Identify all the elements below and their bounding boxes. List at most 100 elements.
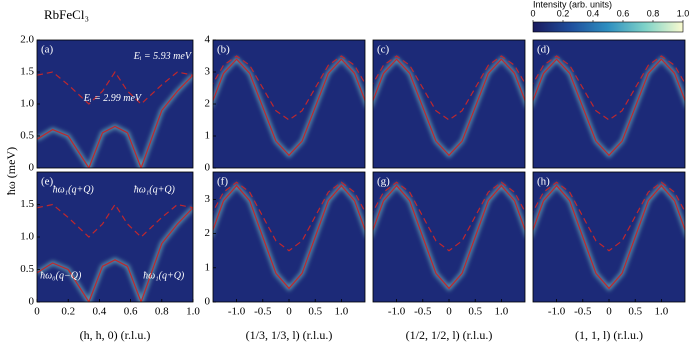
annotation: Eᵢ = 5.93 meV [133, 51, 193, 62]
y-tick-label: 0 [205, 296, 211, 308]
panel-label: (g) [377, 176, 390, 188]
panel: (a) 0 0.5 1.0 1.5 2.0 Eᵢ = 5.93 meV Eᵢ = 2.99 m… [20, 34, 194, 174]
panel: (f) 0 1 2 3 -1.0 -0.5 0 0.5 1.0(1/3, 1/3, l) (r.l… [205, 171, 366, 342]
dispersion-line [373, 58, 525, 157]
x-tick-label: 0.5 [308, 306, 322, 318]
dispersion-line [213, 184, 365, 290]
dispersion-dashed [213, 55, 365, 121]
y-tick-label: 1.0 [20, 231, 34, 243]
x-tick-label: 1.0 [335, 306, 349, 318]
dispersion-line [37, 74, 193, 168]
x-tick-label: -1.0 [548, 306, 566, 318]
dispersion-line [213, 58, 365, 157]
dispersion-line [373, 184, 525, 290]
panel: (d) [532, 39, 686, 169]
panel-label: (a) [41, 44, 54, 56]
annotation: Eᵢ = 2.99 meV [83, 93, 143, 104]
colorbar-label: Intensity (arb. units) [533, 0, 612, 9]
x-tick-label: -0.5 [574, 306, 592, 318]
plot-area [37, 70, 193, 168]
annotation: ħω₁(q+Q) [53, 184, 95, 195]
panel: (c) [372, 39, 526, 169]
x-axis-label: (1/2, 1/2, l) (r.l.u.) [406, 328, 493, 342]
colorbar-tick-label: 0.2 [557, 8, 570, 18]
dispersion-line [37, 207, 193, 302]
axes-frame [372, 39, 526, 169]
x-tick-label: 0 [34, 306, 40, 318]
colorbar-tick-label: 0.4 [587, 8, 600, 18]
y-tick-label: 3 [205, 66, 211, 78]
y-tick-label: 0 [29, 162, 35, 174]
dispersion-dashed [533, 55, 685, 121]
plot-area [533, 181, 685, 292]
colorbar [532, 21, 684, 33]
y-tick-label: 0.5 [20, 130, 34, 142]
y-tick-label: 0.5 [20, 263, 34, 275]
dispersion-dashed [373, 181, 525, 252]
y-tick-label: 4 [205, 34, 211, 46]
intensity-map [373, 172, 525, 302]
annotation: ħω₁(q+Q) [134, 184, 176, 195]
x-tick-label: 0 [286, 306, 292, 318]
panel-label: (h) [537, 176, 550, 188]
colorbar-tick-label: 0 [530, 8, 535, 18]
y-tick-label: 2 [205, 227, 211, 239]
panel-label: (c) [377, 44, 390, 56]
dispersion-dashed [213, 181, 365, 252]
x-tick-label: -1.0 [228, 306, 246, 318]
panel-label: (b) [217, 44, 230, 56]
y-tick-label: 0 [205, 162, 211, 174]
x-axis-label: (1/3, 1/3, l) (r.l.u.) [246, 328, 333, 342]
plot-area [373, 181, 525, 292]
x-tick-label: -0.5 [414, 306, 432, 318]
y-tick-label: 2.0 [20, 34, 34, 46]
panel-label: (e) [41, 176, 54, 188]
y-tick-label: 1.5 [20, 198, 34, 210]
annotation: ħω₀(q−Q) [40, 270, 82, 281]
dispersion-dashed [373, 55, 525, 121]
colorbar-tick-label: 1.0 [677, 8, 689, 18]
x-axis-label: (h, h, 0) (r.l.u.) [80, 328, 151, 342]
y-tick-label: 1 [205, 261, 211, 273]
x-tick-label: 0.8 [155, 306, 169, 318]
figure-title: RbFeCl₃ [44, 7, 89, 22]
panel: (e) 0 0.5 1.0 1.5 0 0.2 0.4 0.6 0.8 1.0 (h, h, 0) (… [20, 171, 200, 342]
x-axis-label: (1, 1, l) (r.l.u.) [575, 328, 643, 342]
annotation: ħω₁(q+Q) [143, 270, 185, 281]
panel: (b) 0 1 2 3 4 [205, 34, 366, 174]
dispersion-line [533, 184, 685, 290]
plot-area [213, 55, 365, 159]
y-tick-label: 2 [205, 98, 211, 110]
y-tick-label: 1 [205, 130, 211, 142]
panel-label: (f) [217, 176, 228, 188]
x-tick-label: 0 [446, 306, 452, 318]
plot-area [37, 203, 193, 302]
x-tick-label: 0.2 [61, 306, 75, 318]
x-tick-label: 1.0 [186, 306, 200, 318]
y-tick-label: 1.5 [20, 66, 34, 78]
x-tick-label: -1.0 [388, 306, 406, 318]
dispersion-dashed [37, 203, 193, 238]
intensity-map [533, 172, 685, 302]
dispersion-dashed [37, 70, 193, 105]
y-axis-label: ħω (meV) [4, 147, 18, 195]
x-tick-label: 0.5 [468, 306, 482, 318]
panel: (g) -1.0 -0.5 0 0.5 1.0(1/2, 1/2, l) (r.l.u.) [372, 171, 526, 342]
intensity-map [213, 172, 365, 302]
y-tick-label: 0 [29, 296, 35, 308]
x-tick-label: 0 [606, 306, 612, 318]
x-tick-label: -0.5 [254, 306, 272, 318]
colorbar-tick-label: 0.8 [647, 8, 660, 18]
dispersion-dashed [533, 181, 685, 252]
dispersion-line [533, 58, 685, 157]
x-tick-label: 1.0 [495, 306, 509, 318]
y-tick-label: 1.0 [20, 98, 34, 110]
axes-frame [532, 39, 686, 169]
panel: (h) -1.0 -0.5 0 0.5 1.0 (1, 1, l) (r.l.u.) [532, 171, 686, 342]
plot-area [373, 55, 525, 159]
plot-area [213, 181, 365, 292]
x-tick-label: 1.0 [655, 306, 669, 318]
x-tick-label: 0.6 [124, 306, 138, 318]
y-tick-label: 3 [205, 193, 211, 205]
